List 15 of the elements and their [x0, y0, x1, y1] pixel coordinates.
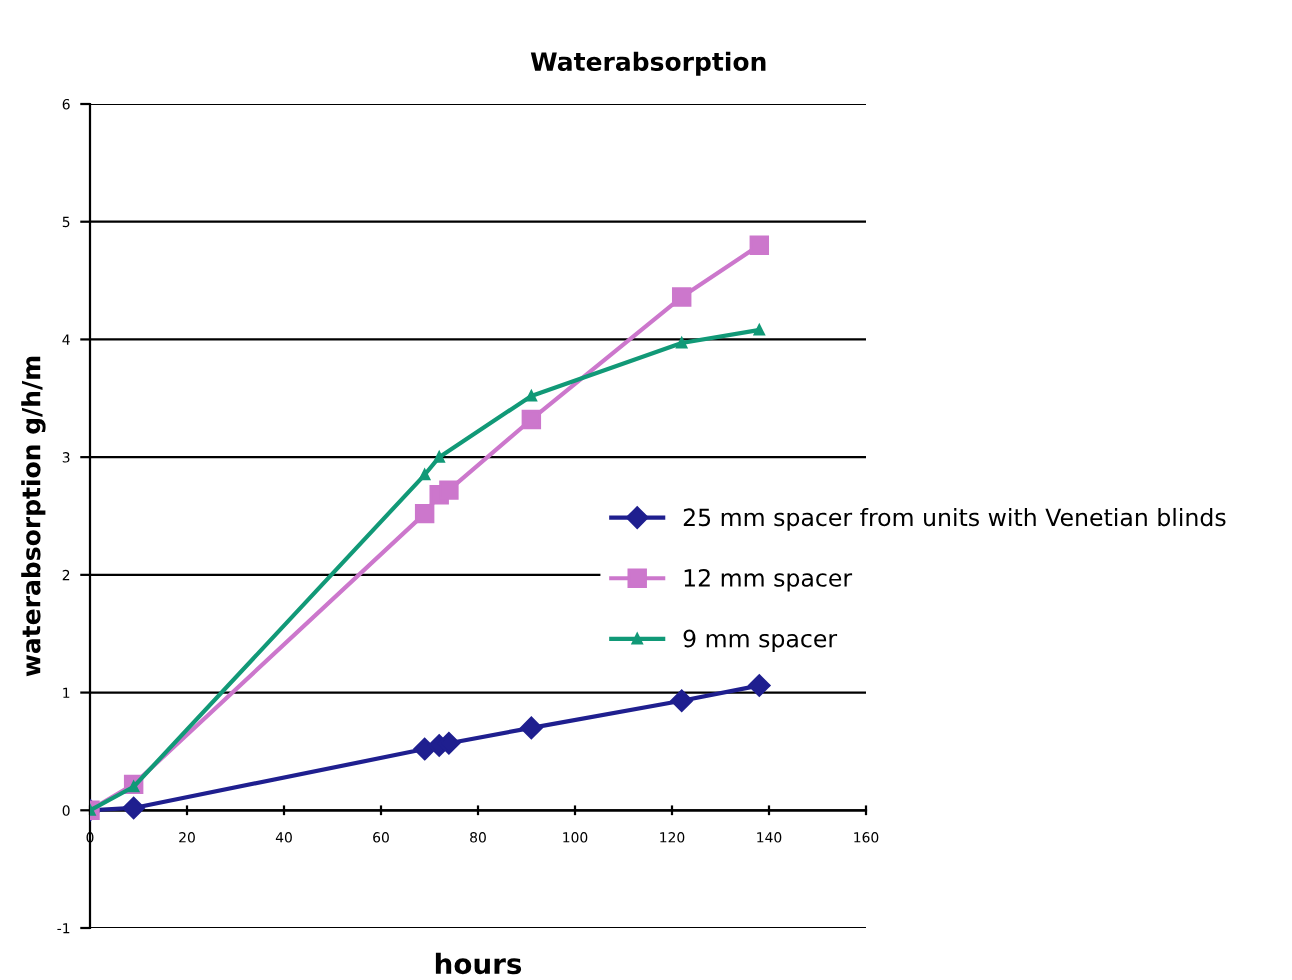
point: [671, 287, 692, 307]
point: [122, 796, 145, 820]
y-axis-title: waterabsorption g/h/m: [21, 356, 46, 677]
x-axis-title: hours: [435, 952, 522, 975]
point: [439, 480, 459, 500]
legend-label: 12 mm spacer: [684, 568, 853, 592]
legend-label: 25 mm spacer from units with Venetian blinds: [683, 507, 1226, 531]
point: [521, 409, 542, 430]
point: [414, 503, 435, 524]
legend-label: 9 mm spacer: [683, 629, 838, 653]
point: [670, 689, 693, 713]
point: [749, 235, 770, 255]
chart-title: Waterabsorption: [530, 51, 766, 76]
point: [520, 716, 543, 740]
point: [748, 674, 771, 697]
